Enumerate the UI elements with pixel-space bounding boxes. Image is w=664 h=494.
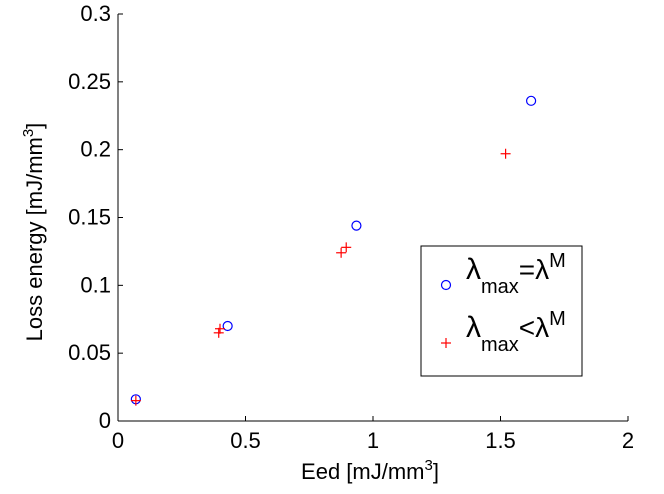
x-tick-label: 1.5 (485, 428, 516, 453)
x-axis-label-end: ] (433, 459, 439, 484)
legend-label-equal: λmax=λM (466, 250, 566, 298)
x-axis-label: Eed [mJ/mm3] (301, 457, 439, 484)
data-point-plus (336, 247, 347, 258)
legend-entry-less: λmax<λM (441, 308, 566, 356)
x-axis-label-sup: 3 (425, 457, 433, 474)
data-point-plus (500, 148, 511, 159)
y-tick-label: 0.1 (80, 272, 111, 297)
data-point-plus (130, 395, 141, 406)
legend-box (420, 245, 583, 377)
legend-entry-equal: λmax=λM (440, 250, 566, 298)
data-point-circle (222, 320, 233, 332)
x-tick-label: 0.5 (230, 428, 261, 453)
y-tick-label: 0.25 (68, 69, 111, 94)
data-point-plus (215, 323, 225, 334)
legend-circle-marker (440, 279, 452, 291)
y-axis-ticks: 0 0.05 0.1 0.15 0.2 0.25 0.3 (68, 1, 123, 433)
legend-label-less: λmax<λM (466, 308, 566, 356)
y-tick-label: 0.2 (80, 137, 111, 162)
y-tick-label: 0.15 (68, 205, 111, 230)
x-tick-label: 2 (622, 428, 634, 453)
data-point-circle (525, 95, 537, 106)
data-point-circle (351, 220, 362, 231)
y-axis-label-text: Loss energy [mJ/mm (22, 137, 47, 341)
x-tick-label: 1 (367, 428, 379, 453)
y-tick-label: 0 (99, 408, 111, 433)
data-points (130, 95, 537, 406)
legend: λmax=λM λmax<λM (420, 245, 583, 377)
y-tick-label: 0.05 (68, 340, 111, 365)
x-axis-ticks: 0 0.5 1 1.5 2 (112, 416, 634, 453)
y-tick-label: 0.3 (80, 1, 111, 26)
y-axis-label-sup: 3 (20, 129, 37, 137)
y-axis-label: Loss energy [mJ/mm3] (20, 123, 47, 342)
x-tick-label: 0 (112, 428, 124, 453)
data-point-plus (341, 242, 352, 253)
y-axis-label-end: ] (22, 123, 47, 129)
x-axis-label-text: Eed [mJ/mm (301, 459, 424, 484)
data-point-plus (213, 327, 224, 338)
